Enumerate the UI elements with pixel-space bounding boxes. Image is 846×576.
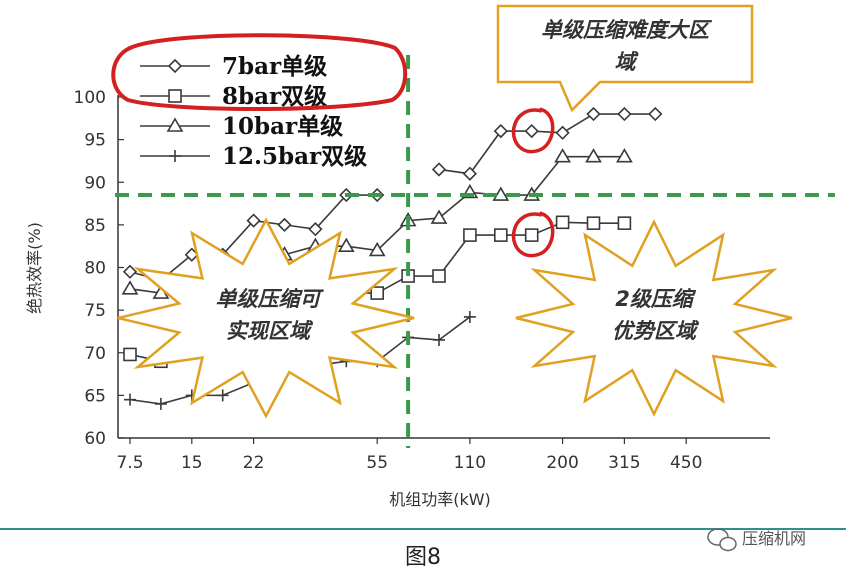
legend-item-diamond: 7bar单级 <box>140 53 327 80</box>
data-point-square <box>617 216 632 230</box>
left-burst <box>117 217 415 419</box>
x-tick-label: 110 <box>454 453 486 473</box>
x-ticks: 7.5 15 22 55 110 200 315 450 <box>116 438 702 473</box>
legend-marker-square <box>168 89 182 103</box>
data-point-square <box>524 228 539 242</box>
y-tick-label: 85 <box>84 216 106 236</box>
data-point-square <box>370 286 385 300</box>
legend: 7bar单级 8bar双级 10bar单级 12.5bar双级 <box>140 53 367 170</box>
highlight-layer <box>511 107 555 258</box>
x-axis-title: 机组功率(kW) <box>389 490 491 509</box>
y-tick-label: 75 <box>84 301 106 321</box>
data-point-diamond <box>277 217 292 233</box>
x-tick-label: 200 <box>546 453 578 473</box>
data-point-square <box>586 216 601 230</box>
left-callout-line1: 单级压缩可 <box>216 287 325 311</box>
x-tick-label: 22 <box>243 453 265 473</box>
left-callout-line2: 实现区域 <box>226 319 314 343</box>
x-tick-label: 315 <box>608 453 640 473</box>
y-tick-label: 90 <box>84 173 106 193</box>
y-tick-label: 100 <box>74 88 106 108</box>
data-point-diamond <box>246 213 261 228</box>
series-line-square <box>346 221 625 294</box>
highlight-circle <box>511 107 555 154</box>
data-point-diamond <box>524 123 539 139</box>
data-point-diamond <box>586 106 601 122</box>
data-point-square <box>463 228 477 242</box>
x-tick-label: 55 <box>366 453 388 473</box>
right-callout-line1: 2级压缩 <box>615 287 697 311</box>
top-callout-line1: 单级压缩难度大区 <box>541 18 713 42</box>
data-point-triangle <box>430 209 448 224</box>
data-point-triangle <box>585 148 602 163</box>
data-point-diamond <box>431 162 447 177</box>
y-tick-label: 80 <box>84 259 106 279</box>
legend-label-square: 8bar双级 <box>222 83 327 110</box>
top-callout-box <box>496 4 754 113</box>
data-point-plus <box>463 310 476 323</box>
watermark: 压缩机网 <box>707 528 806 552</box>
highlight-circle <box>511 211 555 258</box>
watermark-text: 压缩机网 <box>742 529 806 548</box>
data-point-triangle <box>121 280 139 295</box>
y-axis-title: 绝热效率(%) <box>25 222 44 314</box>
wechat-icon <box>707 528 737 552</box>
top-callout-line2: 域 <box>615 50 640 74</box>
top-callout: 单级压缩难度大区 域 <box>496 4 754 113</box>
legend-label-plus: 12.5bar双级 <box>222 143 367 170</box>
legend-marker-triangle <box>166 117 184 132</box>
legend-marker-diamond <box>167 58 183 74</box>
data-point-triangle <box>492 186 510 201</box>
y-tick-label: 95 <box>84 131 106 151</box>
guides <box>115 55 835 448</box>
data-point-diamond <box>308 222 323 237</box>
right-callout: 2级压缩 优势区域 <box>515 219 793 417</box>
y-tick-label: 70 <box>84 344 106 364</box>
legend-highlight-circle <box>111 33 408 111</box>
legend-label-diamond: 7bar单级 <box>222 53 327 80</box>
data-point-plus <box>154 397 167 410</box>
data-point-diamond <box>555 125 570 140</box>
data-point-diamond <box>462 166 478 181</box>
y-ticks: 60 65 70 75 80 85 90 95 100 <box>74 88 124 449</box>
data-point-square <box>432 269 446 283</box>
data-point-square <box>493 228 508 242</box>
data-point-square <box>555 215 570 230</box>
series-line-triangle <box>284 155 625 256</box>
figure-label: 图8 <box>405 545 441 570</box>
plot-area: 60 65 70 75 80 85 90 95 100 7.5 15 22 55 110 200 315 45… <box>25 88 770 509</box>
data-point-triangle <box>554 148 571 163</box>
data-point-diamond <box>617 106 632 122</box>
x-tick-label: 7.5 <box>116 453 143 473</box>
data-point-plus <box>216 389 229 402</box>
right-burst <box>515 219 793 417</box>
right-callout-line2: 优势区域 <box>612 319 700 343</box>
x-tick-label: 15 <box>181 453 203 473</box>
legend-label-triangle: 10bar单级 <box>222 113 343 140</box>
data-point-square <box>123 347 137 362</box>
data-point-diamond <box>493 123 508 139</box>
data-point-diamond <box>648 106 663 122</box>
y-tick-label: 65 <box>84 386 106 406</box>
data-point-triangle <box>337 237 355 252</box>
data-point-diamond <box>122 264 138 279</box>
y-tick-label: 60 <box>84 429 106 449</box>
legend-item-triangle: 10bar单级 <box>140 113 343 140</box>
data-point-triangle <box>368 241 386 257</box>
legend-marker-plus <box>169 150 181 162</box>
left-callout: 单级压缩可 实现区域 <box>117 217 415 419</box>
x-tick-label: 450 <box>670 453 702 473</box>
data-point-plus <box>124 393 136 406</box>
data-point-plus <box>433 333 445 346</box>
data-point-triangle <box>616 148 633 163</box>
legend-item-square: 8bar双级 <box>140 83 327 110</box>
legend-item-plus: 12.5bar双级 <box>140 143 367 170</box>
